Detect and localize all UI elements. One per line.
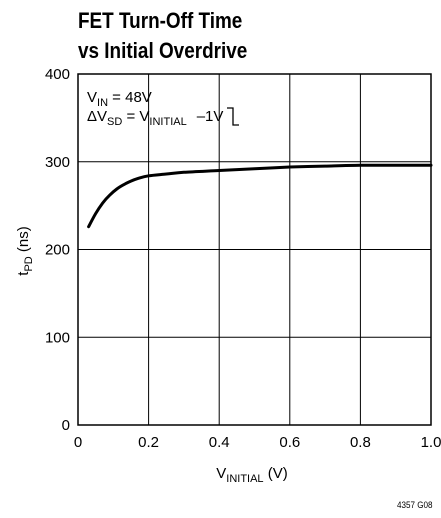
x-axis-label-unit: (V) — [264, 465, 288, 482]
chart-title-line1: FET Turn-Off Time — [78, 8, 243, 33]
annotation-vin-sub: IN — [97, 97, 108, 109]
x-tick-label: 0.6 — [279, 434, 300, 451]
x-tick-label: 0.8 — [350, 434, 371, 451]
y-axis-label-sub: PD — [23, 256, 35, 271]
annotation-vsd-sub: SD — [107, 116, 122, 128]
y-tick-label: 0 — [62, 417, 70, 434]
figure-id: 4357 G08 — [397, 500, 433, 510]
annotation-vsd-rest: –1V — [197, 108, 224, 125]
tick-labels: 0 0.2 0.4 0.6 0.8 1.0 0 100 200 300 400 — [45, 66, 441, 451]
y-tick-label: 400 — [45, 66, 70, 83]
y-tick-label: 200 — [45, 242, 70, 259]
y-tick-label: 100 — [45, 329, 70, 346]
y-axis-label-unit: (ns) — [15, 226, 32, 256]
annotation-vsd-main: ΔV — [87, 108, 107, 125]
plot-frame — [77, 73, 432, 426]
x-axis-label: VINITIAL (V) — [216, 465, 287, 485]
x-tick-label: 0.4 — [209, 434, 230, 451]
series-line — [87, 163, 433, 229]
chart-title-line2: vs Initial Overdrive — [78, 38, 248, 63]
x-tick-label: 0 — [74, 434, 82, 451]
chart-title: FET Turn-Off Time vs Initial Overdrive — [78, 6, 247, 66]
annotation-vsd-sub2: INITIAL — [149, 116, 186, 128]
annotation-vin-rest: = 48V — [108, 89, 152, 106]
x-tick-label: 1.0 — [421, 434, 441, 451]
y-axis-label-main: t — [15, 271, 32, 276]
annotation-vin: VIN = 48V — [87, 89, 152, 109]
annotation-vin-main: V — [87, 89, 97, 106]
x-axis-label-sub: INITIAL — [226, 473, 263, 485]
y-axis-label: tPD (ns) — [15, 226, 35, 275]
annotation-vsd: ΔVSD = VINITIAL –1V — [87, 108, 223, 128]
annotation-vsd-mid: = V — [122, 108, 149, 125]
grid — [78, 74, 431, 425]
x-tick-label: 0.2 — [138, 434, 159, 451]
y-tick-label: 300 — [45, 154, 70, 171]
step-symbol — [227, 107, 239, 126]
x-axis-label-main: V — [216, 465, 226, 482]
